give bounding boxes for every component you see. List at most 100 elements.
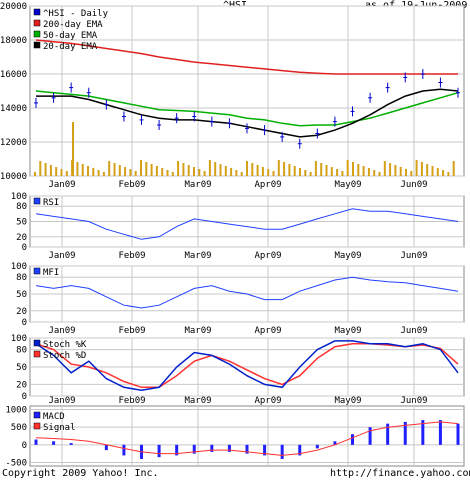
volume-bar — [452, 161, 455, 176]
rsi-x-tick-label: Apr09 — [254, 251, 281, 261]
legend-signal-swatch — [33, 422, 41, 430]
volume-bar — [44, 163, 47, 176]
volume-bar — [193, 167, 195, 176]
macd-bar — [280, 444, 284, 459]
volume-bar — [65, 171, 68, 176]
volume-bar — [224, 166, 227, 176]
volume-bar — [389, 163, 392, 176]
mfi-x-tick-label: Jan09 — [48, 326, 75, 336]
price-y-tick-label: 18000 — [0, 36, 27, 46]
legend-hsi-swatch — [33, 8, 41, 16]
rsi-y-tick-label: 80 — [16, 202, 27, 212]
volume-bar — [357, 164, 360, 176]
mfi-line — [35, 276, 459, 309]
macd-bar — [52, 441, 56, 445]
price-x-tick-label: May09 — [334, 180, 361, 190]
volume-bar — [415, 160, 418, 176]
legend-ema200-label: 200-day EMA — [43, 20, 103, 30]
copyright: Copyright 2009 Yahoo! Inc. — [2, 468, 159, 479]
rsi-y-tick-label: 20 — [16, 233, 27, 243]
volume-bar — [129, 169, 132, 176]
volume-bar — [39, 161, 42, 176]
volume-bar — [299, 168, 301, 176]
volume-bar — [55, 167, 58, 176]
macd-bar — [175, 444, 179, 456]
macd-bar — [192, 444, 196, 454]
stoch-d-line — [35, 343, 459, 389]
rsi-y-tick-label: 100 — [11, 192, 27, 202]
macd-bar — [210, 444, 214, 452]
volume-bar — [420, 162, 423, 176]
price-y-tick-label: 16000 — [0, 70, 27, 80]
macd-bar — [403, 421, 407, 445]
legend-macd-swatch — [33, 411, 41, 419]
signal-line — [35, 421, 459, 456]
volume-bar — [177, 161, 180, 176]
mfi-y-tick-label: 100 — [11, 262, 27, 272]
volume-bar — [272, 171, 275, 176]
volume-bar — [92, 168, 95, 176]
volume-bar — [293, 166, 296, 176]
macd-y-tick-label: 500 — [11, 423, 27, 433]
volume-bar — [214, 162, 217, 176]
volume-bar — [166, 170, 169, 176]
price-x-tick-label: Mar09 — [184, 180, 211, 190]
macd-bar — [227, 444, 231, 452]
legend-ema20-swatch — [33, 41, 41, 49]
volume-bar — [118, 165, 121, 176]
volume-bar — [431, 166, 434, 176]
legend-hsi-label: ^HSI - Daily — [43, 9, 109, 19]
volume-bar — [87, 166, 89, 176]
rsi-x-tick-label: Feb09 — [118, 251, 145, 261]
volume-bar — [261, 167, 264, 176]
macd-bar — [104, 444, 108, 451]
volume-bar — [171, 172, 174, 176]
volume-bar — [72, 122, 74, 176]
legend-rsi-swatch — [33, 197, 41, 205]
legend-signal-label: Signal — [43, 423, 76, 433]
volume-bar — [399, 167, 402, 176]
volume-bar — [60, 169, 63, 176]
volume-bar — [182, 163, 185, 176]
volume-bar — [367, 168, 370, 176]
volume-bar — [373, 170, 376, 176]
volume-bar — [447, 172, 450, 176]
volume-bar — [150, 164, 153, 176]
volume-bar — [198, 169, 201, 176]
macd-bar — [157, 444, 161, 458]
legend-stoch-d-swatch — [33, 350, 41, 358]
ema200-line — [35, 39, 458, 75]
rsi-x-tick-label: Jan09 — [48, 251, 75, 261]
rsi-x-tick-label: Mar09 — [184, 251, 211, 261]
volume-bar — [140, 160, 142, 176]
macd-bar — [351, 434, 354, 445]
volume-bar — [314, 161, 317, 176]
legend-macd-label: MACD — [43, 412, 65, 422]
macd-bar — [421, 420, 425, 445]
stoch-x-tick-label: Feb09 — [118, 396, 145, 406]
rsi-y-tick-label: 50 — [16, 218, 27, 228]
volume-bar — [341, 171, 344, 176]
rsi-line — [35, 208, 459, 240]
macd-bar — [122, 444, 126, 456]
volume-bar — [304, 170, 307, 176]
price-x-tick-label: Jan09 — [48, 180, 75, 190]
volume-bar — [277, 160, 280, 176]
volume-bar — [394, 165, 397, 176]
stoch-y-tick-label: 80 — [16, 346, 27, 356]
source-url[interactable]: http://finance.yahoo.com/ — [330, 468, 470, 479]
volume-bar — [203, 171, 206, 176]
volume-bar — [436, 168, 439, 176]
volume-bar — [320, 163, 323, 176]
volume-bar — [405, 169, 407, 176]
legend-mfi-label: MFI — [43, 268, 59, 278]
volume-bar — [81, 164, 84, 176]
ema50-line — [35, 90, 459, 127]
legend-mfi-swatch — [33, 267, 41, 275]
macd-bar — [438, 420, 442, 445]
macd-y-tick-label: 1000 — [5, 406, 27, 416]
mfi-y-tick-label: 0 — [22, 318, 27, 328]
stoch-x-tick-label: Jun09 — [400, 396, 427, 406]
macd-panel-frame — [29, 405, 465, 467]
